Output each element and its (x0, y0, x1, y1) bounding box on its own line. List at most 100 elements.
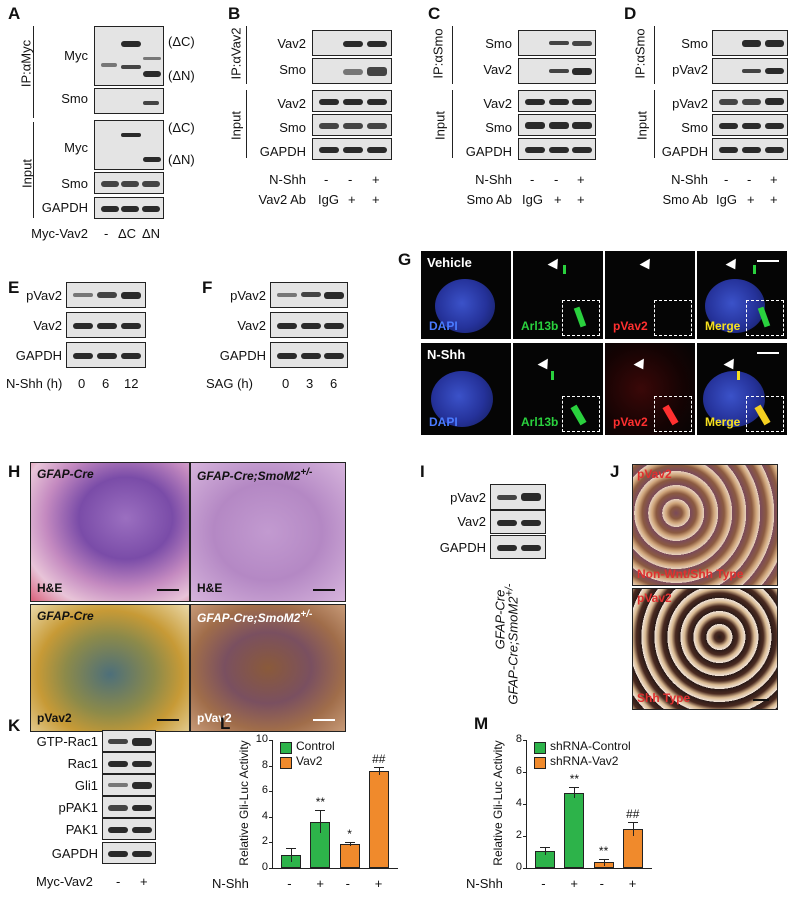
dn-label-a-1: (ΔN) (168, 68, 195, 83)
chart-l-sig-1: ** (315, 795, 326, 810)
cond1-tick-b-2: + (372, 172, 380, 187)
blot-b-vav2-ip (312, 30, 392, 56)
blot-k-rac1 (102, 752, 156, 774)
h-cap-stain2-b: pVav2 (197, 711, 232, 725)
x-tick-e-2: 12 (124, 376, 139, 391)
x-label-e: N-Shh (h) (6, 376, 63, 391)
row-label-e-2: GAPDH (15, 348, 62, 363)
row-label-b-2: Vav2 (277, 96, 306, 111)
cond2-label-d: Smo Ab (662, 192, 708, 207)
chart-m-ytick-mark-0 (523, 868, 526, 869)
blot-d-smo-ip (712, 30, 788, 56)
chart-l-ytick-0: 0 (261, 861, 268, 873)
x-label-f: SAG (h) (206, 376, 253, 391)
chart-m-xtick-1: + (570, 876, 578, 891)
h-cap-genotype2-he: GFAP-Cre;SmoM2+/- (197, 467, 313, 483)
chart-m-sig-1: ** (569, 772, 580, 787)
cond1-tick-c-1: - (554, 172, 559, 187)
chart-m-errcap-2 (598, 859, 609, 861)
chart-m-y-axis (526, 740, 527, 868)
chart-m-errbar-1 (574, 787, 576, 799)
h-cap-genotype2-ihc: GFAP-Cre;SmoM2+/- (197, 609, 313, 625)
blot-a-smo-input (94, 172, 164, 194)
chart-l-errcap-1 (315, 810, 326, 812)
row-label-d-4: GAPDH (661, 144, 708, 159)
x-tick-f-1: 3 (306, 376, 314, 391)
cond2-tick-b-2: + (372, 192, 380, 207)
chart-l-ylabel: Relative Gli-Luc Activity (237, 740, 251, 866)
cond1-label-c: N-Shh (475, 172, 512, 187)
g-vehicle-merge: Merge (696, 250, 788, 340)
panel-letter-c: C (428, 4, 441, 23)
chart-l-xtick-1: + (316, 876, 324, 891)
blot-a-myc-ip (94, 26, 164, 86)
blot-i-gapdh (490, 535, 546, 559)
x-tick-k-1: + (140, 874, 148, 889)
panel-letter-a: A (8, 4, 21, 23)
row-label-d-3: Smo (681, 120, 708, 135)
input-label-c: Input (432, 111, 448, 140)
blot-b-smo-input (312, 114, 392, 136)
panel-letter-l: L (220, 714, 231, 733)
row-label-k-2: Gli1 (74, 778, 98, 793)
ip-label-c: IP:αSmo (430, 28, 446, 79)
g-tag-arl13b-1: Arl13b (521, 319, 559, 333)
x-label-a: Myc-Vav2 (31, 226, 88, 241)
g-nshh-pvav2: pVav2 (604, 342, 696, 436)
panel-letter-e: E (8, 278, 20, 297)
cond2-tick-d-2: + (770, 192, 778, 207)
row-label-a-3: Smo (61, 176, 88, 191)
row-label-i-1: Vav2 (457, 514, 486, 529)
j-stain-2: pVav2 (637, 591, 672, 605)
blot-e-gapdh (66, 342, 146, 368)
x-tick-k-0: - (116, 874, 121, 889)
row-label-e-1: Vav2 (33, 318, 62, 333)
h-cap-stain1-a: H&E (37, 581, 63, 595)
x-label-k: Myc-Vav2 (36, 874, 93, 889)
blot-b-gapdh (312, 138, 392, 160)
row-label-a-1: Smo (61, 91, 88, 106)
cond1-tick-b-1: - (348, 172, 353, 187)
chart-l-xtick-0: - (287, 876, 292, 891)
row-label-f-2: GAPDH (219, 348, 266, 363)
blot-c-vav2-ip (518, 58, 596, 84)
cond2-tick-c-0: IgG (522, 192, 543, 207)
chart-l-legend-swatch-1 (280, 757, 292, 769)
row-label-c-1: Vav2 (483, 62, 512, 77)
chart-m-ytick-0: 0 (515, 861, 522, 873)
cond1-tick-b-0: - (324, 172, 329, 187)
h-gfapcre-pvav2: GFAP-Cre pVav2 (30, 604, 190, 732)
row-label-b-1: Smo (279, 62, 306, 77)
blot-i-vav2 (490, 510, 546, 534)
ip-label-b: IP:αVav2 (228, 27, 244, 80)
dn-label-a-2: (ΔN) (168, 152, 195, 167)
chart-l-ytick-mark-3 (269, 791, 272, 793)
chart-m-sig-3: ## (626, 806, 640, 821)
row-label-f-1: Vav2 (237, 318, 266, 333)
chart-m-ytick-mark-1 (523, 836, 526, 837)
chart-l-ytick-2: 4 (261, 809, 268, 822)
chart-m-ylabel: Relative Gli-Luc Activity (491, 740, 505, 866)
cond2-tick-b-0: IgG (318, 192, 339, 207)
blot-f-vav2 (270, 312, 348, 338)
g-vehicle-arl13b: Arl13b (512, 250, 604, 340)
row-label-d-1: pVav2 (672, 62, 708, 77)
input-label-d: Input (634, 111, 650, 140)
dc-label-a-2: (ΔC) (168, 120, 195, 135)
x-tick-f-0: 0 (282, 376, 290, 391)
j-stain-1: pVav2 (637, 467, 672, 481)
chart-m-legend-swatch-0 (534, 742, 546, 754)
chart-l-sig-2: * (347, 827, 352, 842)
blot-c-smo-input (518, 114, 596, 136)
i-lane2-label: GFAP-Cre;SmoM2+/- (503, 583, 521, 705)
h-cap-genotype1-he: GFAP-Cre (37, 467, 94, 481)
g-tag-pvav2-2: pVav2 (613, 415, 648, 429)
chart-m-errbar-3 (632, 821, 634, 836)
chart-l-ytick-mark-2 (269, 816, 272, 818)
x-tick-a-2: ΔN (142, 226, 161, 241)
row-label-d-2: pVav2 (672, 96, 708, 111)
h-gfapcre-he: GFAP-Cre H&E (30, 462, 190, 602)
g-row-title-vehicle: Vehicle (427, 255, 472, 270)
j-type-2: Shh Type (637, 691, 691, 705)
chart-m-errcap-0 (540, 847, 551, 849)
